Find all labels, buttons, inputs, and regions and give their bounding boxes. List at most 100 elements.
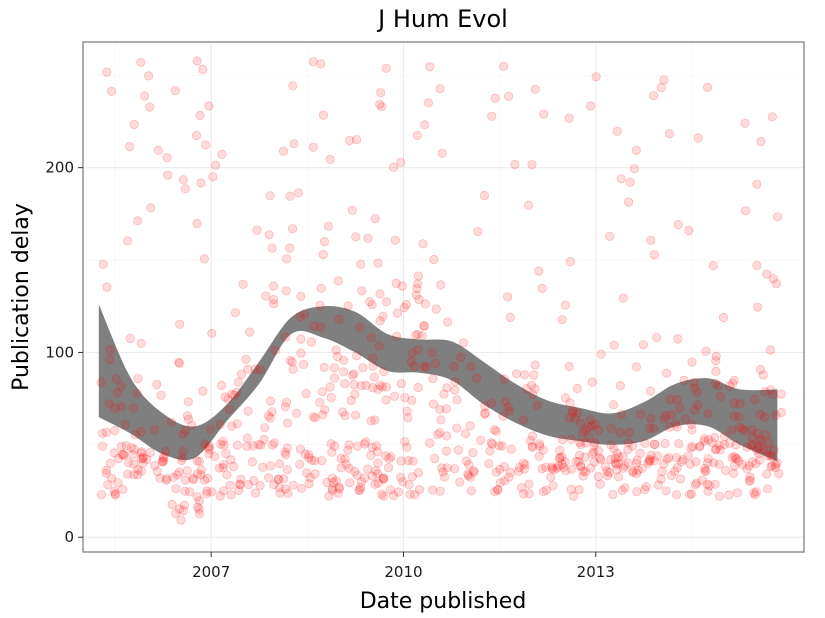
scatter-point xyxy=(572,408,582,418)
plot-panel-border xyxy=(82,41,805,553)
scatter-point xyxy=(687,357,697,367)
scatter-point xyxy=(222,470,232,480)
scatter-point xyxy=(214,463,224,473)
scatter-point xyxy=(306,337,317,347)
scatter-point xyxy=(420,299,430,309)
scatter-point xyxy=(377,382,387,392)
scatter-point xyxy=(539,109,549,119)
scatter-point xyxy=(252,225,262,235)
scatter-point xyxy=(762,269,772,279)
scatter-point xyxy=(299,310,309,320)
scatter-point xyxy=(408,456,418,466)
scatter-point xyxy=(249,475,259,486)
scatter-point xyxy=(661,368,672,378)
scatter-point xyxy=(429,453,440,464)
scatter-point xyxy=(357,286,367,296)
scatter-point xyxy=(623,458,633,468)
scatter-point xyxy=(183,414,194,424)
scatter-point xyxy=(232,387,242,397)
scatter-point xyxy=(355,322,365,332)
scatter-point xyxy=(138,452,148,462)
scatter-point xyxy=(152,379,162,390)
scatter-point xyxy=(711,366,721,376)
scatter-point xyxy=(685,459,695,469)
scatter-point xyxy=(519,464,530,474)
scatter-point xyxy=(393,487,403,497)
scatter-point xyxy=(744,461,754,471)
scatter-point xyxy=(472,373,482,383)
scatter-point xyxy=(248,441,258,451)
scatter-point xyxy=(751,459,761,469)
scatter-point xyxy=(310,469,320,479)
scatter-point xyxy=(181,425,191,436)
scatter-point xyxy=(260,423,270,433)
scatter-point xyxy=(402,442,412,452)
scatter-point xyxy=(518,415,528,425)
scatter-point xyxy=(105,345,115,355)
scatter-point xyxy=(487,439,497,449)
scatter-point xyxy=(358,363,368,373)
scatter-point xyxy=(267,440,278,450)
scatter-point xyxy=(665,422,675,432)
scatter-point xyxy=(625,177,635,187)
scatter-point xyxy=(295,311,305,322)
scatter-point xyxy=(618,451,628,462)
scatter-point xyxy=(710,378,721,388)
scatter-point xyxy=(340,410,350,421)
scatter-point xyxy=(525,436,536,446)
scatter-point xyxy=(566,434,577,444)
scatter-point xyxy=(623,197,634,207)
scatter-point xyxy=(492,485,503,495)
scatter-point xyxy=(649,250,659,260)
scatter-point xyxy=(104,399,114,409)
scatter-point xyxy=(468,466,478,476)
scatter-point xyxy=(677,457,687,467)
scatter-point xyxy=(585,415,595,425)
scatter-point xyxy=(267,243,277,253)
scatter-point xyxy=(649,439,660,449)
scatter-point xyxy=(580,425,590,435)
scatter-point xyxy=(629,164,639,174)
scatter-point xyxy=(755,364,766,375)
scatter-point xyxy=(281,450,291,460)
scatter-point xyxy=(776,407,787,418)
scatter-point xyxy=(305,472,315,483)
scatter-point xyxy=(325,382,335,392)
scatter-point xyxy=(593,425,604,435)
scatter-point xyxy=(172,470,182,480)
scatter-point xyxy=(282,418,293,428)
scatter-point xyxy=(396,378,406,389)
scatter-point xyxy=(752,179,762,189)
scatter-point xyxy=(752,260,762,270)
scatter-point xyxy=(729,411,739,421)
scatter-point xyxy=(734,456,744,466)
scatter-point xyxy=(367,300,377,310)
scatter-point xyxy=(144,71,154,81)
scatter-point xyxy=(280,447,290,457)
scatter-point xyxy=(280,332,291,342)
scatter-point xyxy=(572,383,582,394)
scatter-point xyxy=(646,450,656,460)
scatter-point xyxy=(198,386,208,396)
scatter-point xyxy=(373,384,383,394)
scatter-point xyxy=(441,446,452,456)
scatter-point xyxy=(431,304,441,314)
scatter-point xyxy=(725,438,735,448)
scatter-point xyxy=(456,352,466,362)
scatter-point xyxy=(489,424,500,435)
smooth-band-layer xyxy=(98,304,778,462)
scatter-point xyxy=(557,434,568,445)
scatter-point xyxy=(452,395,462,405)
scatter-point xyxy=(162,474,172,484)
scatter-point xyxy=(127,450,138,460)
scatter-point xyxy=(671,452,682,463)
scatter-point xyxy=(766,385,776,395)
scatter-point xyxy=(123,236,133,246)
scatter-point xyxy=(247,457,257,467)
scatter-point xyxy=(138,458,148,468)
scatter-point xyxy=(352,470,362,480)
scatter-point xyxy=(640,438,650,448)
scatter-point xyxy=(493,485,503,495)
scatter-point xyxy=(344,463,354,473)
scatter-point xyxy=(590,420,601,430)
